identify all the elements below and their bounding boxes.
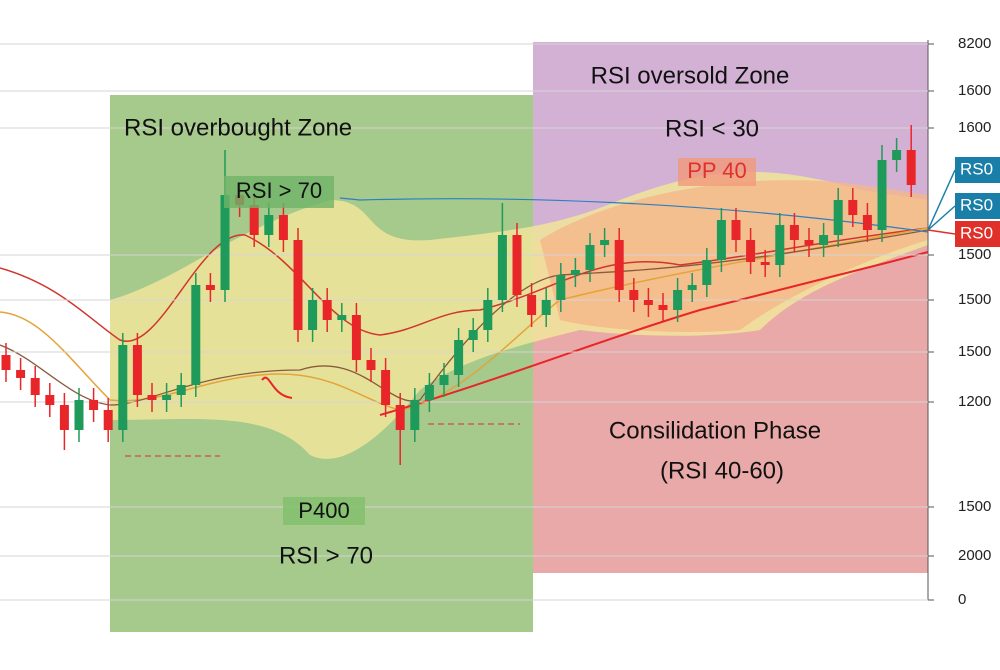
candle-body <box>585 245 595 270</box>
y-axis-label: 1200 <box>958 393 991 410</box>
candle-body <box>278 215 288 240</box>
candle-body <box>629 290 639 300</box>
candle-body <box>702 260 712 285</box>
price-tag <box>955 193 1000 219</box>
candle-body <box>16 370 26 378</box>
candle-body <box>600 240 610 245</box>
candle-body <box>643 300 653 305</box>
candle-body <box>819 235 829 245</box>
candle-body <box>191 285 201 385</box>
zone-rule: RSI < 30 <box>665 115 759 142</box>
candle-body <box>541 300 551 315</box>
candle-body <box>731 220 741 240</box>
ma-slow <box>0 227 929 342</box>
tag-bg <box>224 176 334 208</box>
candle-body <box>220 195 230 290</box>
candle-body <box>162 395 172 400</box>
candle-body <box>906 150 916 185</box>
y-axis-label: 1500 <box>958 498 991 515</box>
trend-line <box>379 251 929 416</box>
candle-body <box>848 200 858 215</box>
price-tag-label: RS0 <box>960 195 993 214</box>
y-axis-label: 1500 <box>958 291 991 308</box>
price-tag <box>955 157 1000 183</box>
tag-connector <box>927 205 956 231</box>
price-tag-label: RS0 <box>960 223 993 242</box>
y-axis-label: 1600 <box>958 119 991 136</box>
price-tag <box>955 221 1000 247</box>
zone-tag: P400 <box>298 498 349 523</box>
candle-body <box>614 240 624 290</box>
candle-body <box>877 160 887 230</box>
candle-body <box>746 240 756 262</box>
signal-arrow <box>339 197 929 233</box>
tag-bg <box>678 158 756 186</box>
y-axis-label: 1500 <box>958 343 991 360</box>
candle-body <box>454 340 464 375</box>
candle-body <box>381 370 391 405</box>
y-axis-label: 1500 <box>958 246 991 263</box>
candle-body <box>118 345 128 430</box>
candle-body <box>1 355 11 370</box>
y-axis-label: 2000 <box>958 547 991 564</box>
candle-body <box>658 305 668 310</box>
candle-body <box>789 225 799 240</box>
zone-title: RSI oversold Zone <box>591 62 790 89</box>
candle-body <box>89 400 99 410</box>
candle-body <box>308 300 318 330</box>
candle-body <box>366 360 376 370</box>
candle-body <box>147 395 157 400</box>
candle-body <box>833 200 843 235</box>
candle-body <box>570 270 580 275</box>
candle-body <box>512 235 522 295</box>
candle-body <box>132 345 142 395</box>
y-axis-label: 1600 <box>958 82 991 99</box>
candle-body <box>527 295 537 315</box>
candle-body <box>59 405 69 430</box>
candle-body <box>716 220 726 260</box>
candle-body <box>205 285 215 290</box>
candle-body <box>395 405 405 430</box>
candle-body <box>410 400 420 430</box>
candle-body <box>293 240 303 330</box>
candle-body <box>30 378 40 395</box>
zone-title: RSI overbought Zone <box>124 114 352 141</box>
candle-body <box>74 400 84 430</box>
candle-body <box>249 205 259 235</box>
tag-connector <box>927 169 956 231</box>
tag-connector <box>927 229 956 235</box>
candle-body <box>687 285 697 290</box>
y-axis-label: 8200 <box>958 35 991 52</box>
y-axis-label: 0 <box>958 591 966 608</box>
candle-body <box>862 215 872 230</box>
candle-body <box>103 410 113 430</box>
candle-body <box>45 395 55 405</box>
candle-body <box>468 330 478 340</box>
candle-body <box>775 225 785 265</box>
tag-bg <box>283 497 365 525</box>
zone-tag: PP 40 <box>687 158 747 183</box>
candle-body <box>556 275 566 300</box>
price-tag-label: RS0 <box>960 159 993 178</box>
candle-body <box>497 235 507 300</box>
candle-body <box>760 262 770 265</box>
zone-tag: RSI > 70 <box>236 178 322 203</box>
candle-body <box>804 240 814 245</box>
candle-body <box>439 375 449 385</box>
zone-title: Consilidation Phase <box>609 417 821 444</box>
candle-body <box>176 385 186 395</box>
zone-rule: (RSI 40-60) <box>660 457 784 484</box>
mark-curve <box>261 376 293 399</box>
candle-body <box>424 385 434 400</box>
candle-body <box>264 215 274 235</box>
candle-body <box>322 300 332 320</box>
candle-body <box>483 300 493 330</box>
candle-body <box>892 150 902 160</box>
candle-body <box>673 290 683 310</box>
candle-body <box>337 315 347 320</box>
candle-body <box>351 315 361 360</box>
ma-fast <box>0 229 929 406</box>
zone-rule: RSI > 70 <box>279 542 373 569</box>
